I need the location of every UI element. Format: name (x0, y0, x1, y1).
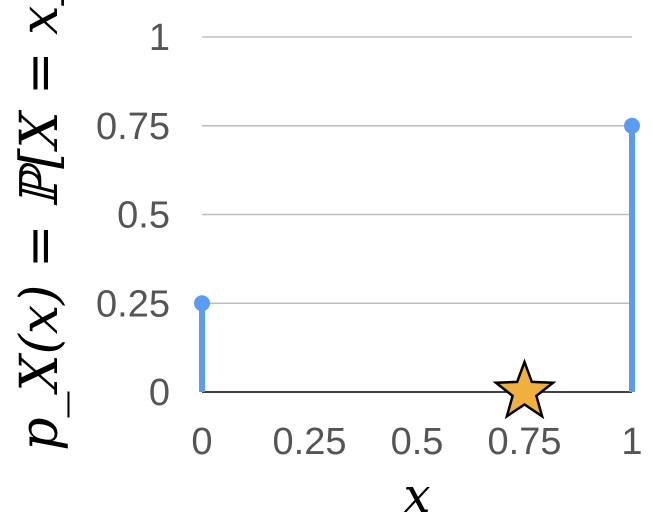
grid-lines (202, 36, 632, 393)
stem-series (194, 117, 640, 392)
x-tick-labels: 0 0.25 0.5 0.75 1 (191, 421, 642, 463)
stem-point (194, 295, 210, 312)
x-tick-label: 0.5 (391, 421, 444, 463)
y-tick-label: 0 (149, 372, 170, 414)
x-tick-label: 0 (191, 421, 212, 463)
star-marker-group (492, 358, 557, 420)
y-tick-label: 0.75 (96, 106, 170, 148)
x-tick-label: 0.25 (273, 421, 347, 463)
y-axis-title: p_X(x) = ℙ[X = x] (10, 0, 70, 451)
y-tick-label: 1 (149, 17, 170, 59)
x-axis-title: x (403, 468, 430, 524)
star-marker (492, 358, 557, 420)
y-tick-label: 0.5 (117, 195, 170, 237)
y-tick-labels: 0 0.25 0.5 0.75 1 (96, 17, 170, 414)
x-tick-label: 1 (621, 421, 642, 463)
y-tick-label: 0.25 (96, 283, 170, 325)
x-tick-label: 0.75 (488, 421, 562, 463)
stem-point (624, 117, 640, 134)
